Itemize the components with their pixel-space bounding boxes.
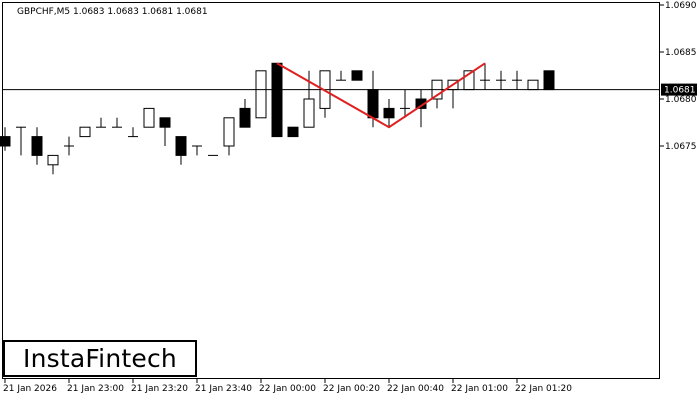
candle-body bbox=[527, 79, 539, 91]
candle bbox=[128, 127, 138, 138]
x-axis: 21 Jan 2026 21 Jan 23:00 21 Jan 23:20 21 Ja… bbox=[3, 379, 572, 394]
y-tick-label: 1.0675 bbox=[665, 142, 697, 152]
candle bbox=[47, 154, 59, 175]
x-tick-label: 22 Jan 00:00 bbox=[259, 384, 316, 394]
x-tick-label: 22 Jan 00:20 bbox=[323, 384, 380, 394]
candle bbox=[96, 117, 106, 128]
candle bbox=[351, 70, 363, 81]
candle-body bbox=[255, 70, 267, 119]
candle bbox=[31, 127, 43, 165]
x-tick-label: 21 Jan 2026 bbox=[3, 384, 57, 394]
candle bbox=[192, 145, 202, 156]
candle-body bbox=[159, 117, 171, 128]
candle bbox=[287, 126, 299, 138]
candle-body bbox=[143, 107, 155, 128]
candle-body bbox=[31, 136, 43, 156]
candle bbox=[112, 117, 122, 128]
instafintech-logo: InstaFintech bbox=[3, 340, 197, 377]
candle bbox=[0, 127, 11, 151]
candle bbox=[336, 70, 346, 81]
x-tick-label: 22 Jan 00:40 bbox=[387, 384, 444, 394]
x-tick-label: 21 Jan 23:00 bbox=[67, 384, 124, 394]
candle bbox=[79, 126, 91, 138]
x-tick-label: 21 Jan 23:40 bbox=[195, 384, 252, 394]
candle bbox=[383, 99, 395, 128]
candle bbox=[527, 79, 539, 91]
candle-body bbox=[287, 126, 299, 138]
current-price-badge-box bbox=[661, 83, 697, 96]
current-price-badge: 1.0681 bbox=[661, 83, 697, 96]
candle bbox=[543, 70, 555, 91]
candle bbox=[143, 107, 155, 128]
candle-body bbox=[239, 107, 251, 128]
candle-body bbox=[0, 136, 11, 147]
candle bbox=[512, 70, 522, 90]
candle bbox=[64, 136, 74, 156]
candle-body bbox=[367, 89, 379, 119]
y-tick-label: 1.0680 bbox=[665, 95, 697, 105]
plot-frame bbox=[2, 2, 660, 379]
candle bbox=[480, 63, 490, 90]
y-axis: 1.0690 1.0685 1.0680 1.0675 bbox=[660, 1, 697, 152]
x-tick-label: 22 Jan 01:20 bbox=[515, 384, 572, 394]
candle bbox=[239, 99, 251, 128]
candle-body bbox=[79, 126, 91, 138]
x-tick-label: 22 Jan 01:00 bbox=[451, 384, 508, 394]
double-top-pattern-line bbox=[276, 62, 486, 129]
chart-title: GBPCHF,M5 1.0683 1.0683 1.0681 1.0681 bbox=[17, 7, 208, 17]
candle bbox=[159, 117, 171, 146]
y-tick-label: 1.0690 bbox=[665, 1, 697, 11]
candle-body bbox=[47, 154, 59, 166]
candle-body bbox=[543, 70, 555, 91]
candle bbox=[271, 62, 283, 138]
y-tick-label: 1.0685 bbox=[665, 48, 697, 58]
candle bbox=[400, 89, 410, 118]
candle-body bbox=[271, 62, 283, 138]
candle bbox=[255, 70, 267, 119]
candle-body bbox=[351, 70, 363, 81]
candle-body bbox=[175, 136, 187, 156]
candle-body bbox=[383, 107, 395, 119]
candle bbox=[496, 70, 506, 90]
candle-body bbox=[303, 98, 315, 128]
candle-body bbox=[223, 117, 235, 147]
candle bbox=[303, 70, 315, 128]
current-price-label: 1.0681 bbox=[664, 86, 696, 96]
candle bbox=[175, 136, 187, 165]
candle bbox=[223, 117, 235, 156]
candle bbox=[16, 126, 26, 156]
x-tick-label: 21 Jan 23:20 bbox=[131, 384, 188, 394]
